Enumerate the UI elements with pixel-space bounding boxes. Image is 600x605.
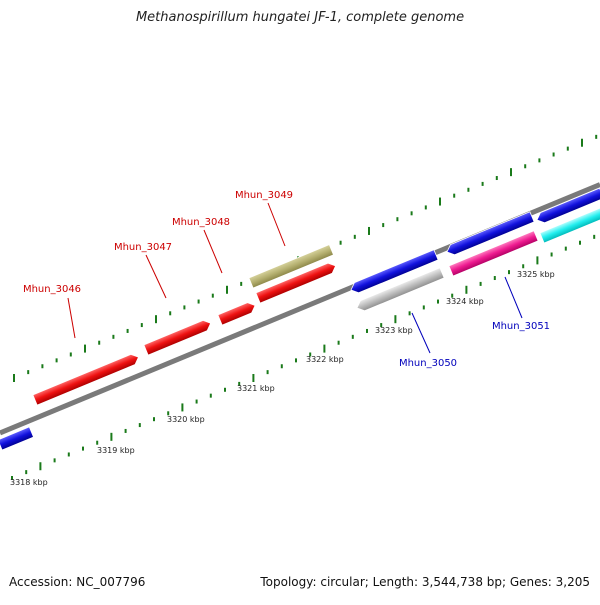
gene-arrow-body (356, 267, 445, 312)
gene-label: Mhun_3048 (172, 217, 230, 228)
gene-arrow (536, 187, 600, 224)
gene-leader-line (203, 229, 223, 274)
gene-arrow-body (536, 187, 600, 224)
gene-label: Mhun_3049 (235, 190, 293, 201)
gene-arrow (248, 244, 335, 289)
ruler-kbp-label: 3319 kbp (97, 446, 135, 455)
gene-arrow-body (143, 319, 212, 356)
gene-arrow (0, 426, 35, 451)
ruler-ticks-reverse (11, 234, 596, 480)
gene-arrow (255, 262, 337, 304)
gene-label: Mhun_3046 (23, 284, 81, 295)
gene-arrow-body (32, 353, 140, 406)
ruler-kbp-label: 3324 kbp (446, 297, 484, 306)
ruler-kbp-label: 3322 kbp (306, 355, 344, 364)
gene-arrow-body (350, 249, 439, 294)
gene-leader-line (145, 254, 167, 299)
accession-text: Accession: NC_007796 (9, 575, 146, 589)
gene-arrow-body (539, 205, 600, 244)
ruler-kbp-label: 3325 kbp (517, 270, 555, 279)
gene-leader-line (504, 276, 523, 319)
gene-features (0, 187, 600, 451)
gene-label-leaders (67, 202, 523, 354)
gene-labels: Mhun_3046 Mhun_3047 Mhun_3048 Mhun_3049 Mhun… (23, 190, 550, 369)
gene-label: Mhun_3047 (114, 242, 172, 253)
gene-leader-line (67, 297, 76, 339)
ruler-kbp-label: 3321 kbp (237, 384, 275, 393)
gene-leader-line (411, 312, 431, 354)
gene-label: Mhun_3050 (399, 358, 457, 369)
gene-arrow (356, 267, 445, 312)
gene-label: Mhun_3051 (492, 321, 550, 332)
gene-arrow (539, 205, 600, 244)
genome-title: Methanospirillum hungatei JF-1, complete… (135, 10, 465, 25)
gene-arrow-body (448, 230, 539, 277)
gene-arrow-body (217, 302, 256, 326)
gene-arrow (446, 211, 535, 256)
gene-arrow (350, 249, 439, 294)
gene-arrow (143, 319, 212, 356)
gene-leader-line (267, 202, 286, 247)
ruler-kbp-label: 3318 kbp (10, 478, 48, 487)
ruler-kbp-label: 3320 kbp (167, 415, 205, 424)
gene-arrow (448, 230, 539, 277)
gene-arrow-body (446, 211, 535, 256)
gene-arrow-body (0, 426, 35, 451)
gene-arrow (217, 302, 256, 326)
gene-arrow (32, 353, 140, 406)
ruler-labels: 3318 kbp 3319 kbp 3320 kbp 3321 kbp 3322 kbp… (10, 270, 555, 487)
gene-arrow-body (248, 244, 335, 289)
ruler-kbp-label: 3323 kbp (375, 326, 413, 335)
topology-text: Topology: circular; Length: 3,544,738 bp… (260, 575, 590, 589)
gene-arrow-body (255, 262, 337, 304)
